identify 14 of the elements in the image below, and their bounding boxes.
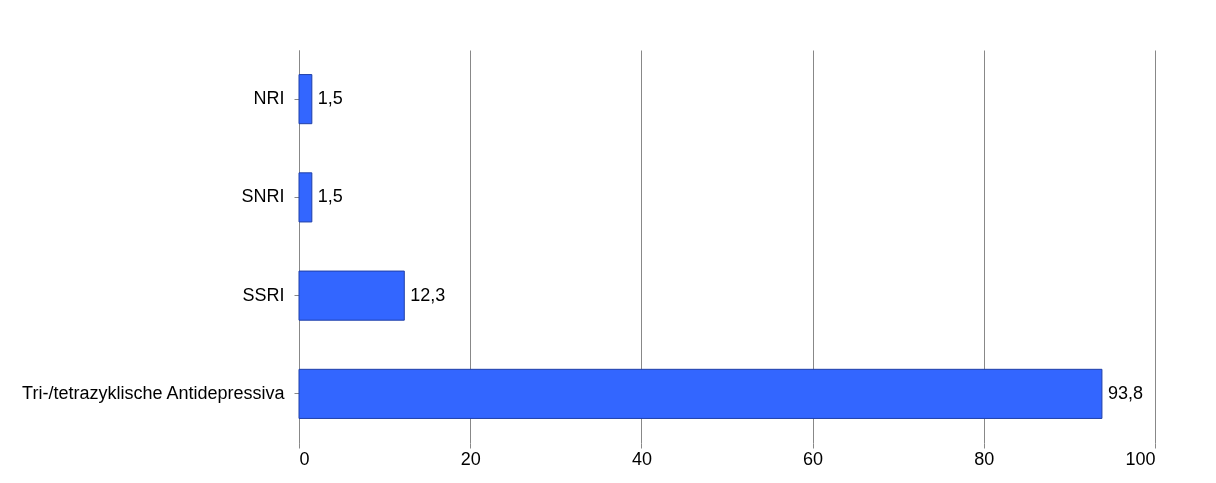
y-tick-label: Tri-/tetrazyklische Antidepressiva	[22, 382, 286, 403]
x-tick-label: 100	[1125, 448, 1156, 469]
x-tick-label: 40	[631, 448, 652, 469]
y-tick-label: SSRI	[242, 284, 285, 305]
y-tick-label: SNRI	[241, 186, 285, 207]
x-tick-label: 20	[460, 448, 481, 469]
data-label: 1,5	[317, 186, 343, 207]
data-label: 12,3	[410, 284, 446, 305]
data-label: 1,5	[317, 88, 343, 109]
x-tick-label: 0	[299, 448, 310, 469]
y-tick-label: NRI	[253, 88, 285, 109]
data-label: 93,8	[1107, 382, 1143, 403]
x-tick-label: 80	[974, 448, 995, 469]
x-tick-label: 60	[803, 448, 824, 469]
